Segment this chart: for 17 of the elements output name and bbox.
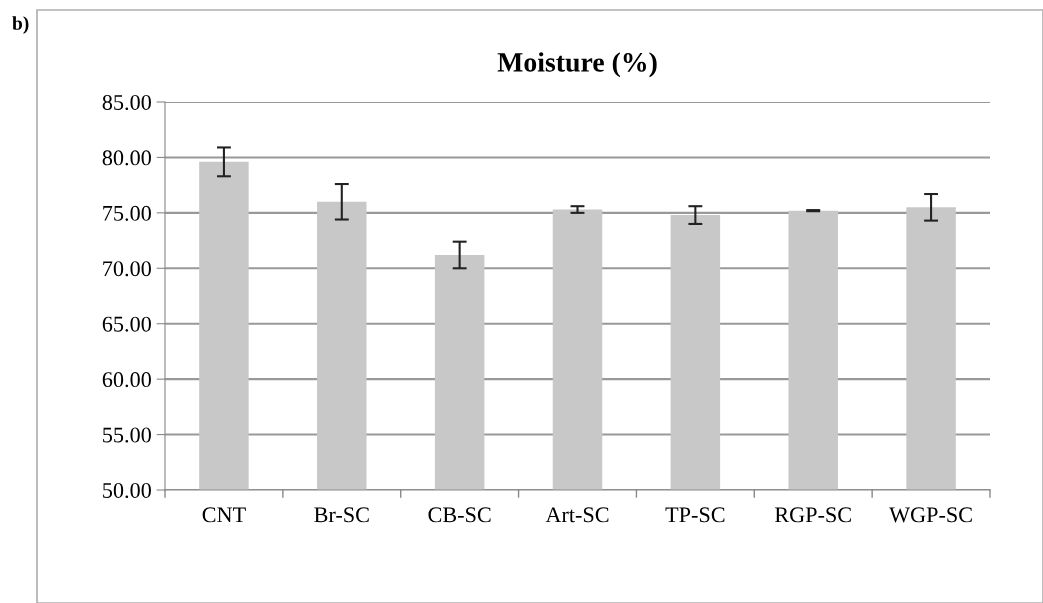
x-tick-label: CNT [202,507,246,523]
y-tick-label: 55.00 [103,427,151,443]
y-tick-label: 75.00 [103,205,151,221]
x-tick-label: RGP-SC [774,507,851,523]
chart-title: Moisture (%) [497,52,657,78]
y-tick-label: 60.00 [102,372,151,388]
y-tick-label: 65.00 [102,316,151,332]
y-tick-label: 85.00 [102,94,151,111]
y-tick-label: 50.00 [103,482,151,499]
x-tick-label: CB-SC [428,507,491,523]
y-tick-label: 70.00 [103,261,151,277]
x-tick-label: Art-SC [545,507,609,523]
y-tick-label: 80.00 [102,150,151,166]
x-tick-label: TP-SC [665,507,725,523]
x-tick-label: WGP-SC [889,507,972,523]
x-tick-label: Br-SC [314,507,369,523]
text: b) [12,16,29,34]
